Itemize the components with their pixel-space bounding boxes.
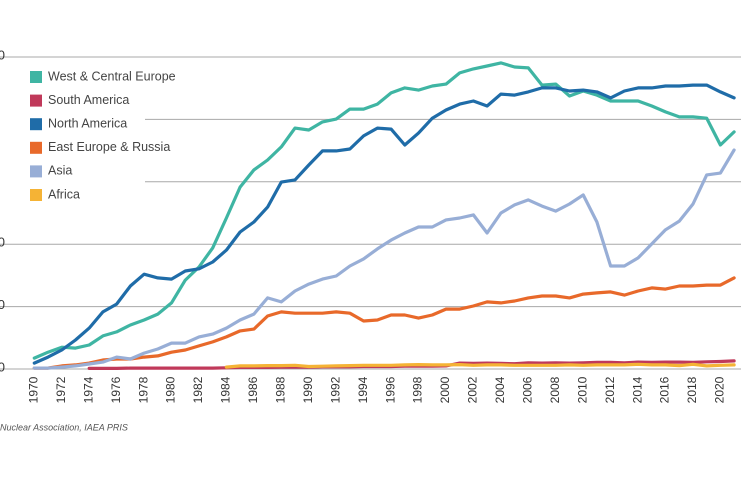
legend-swatch (30, 118, 42, 131)
x-tick-label: 2006 (520, 376, 534, 403)
x-tick-label: 1998 (411, 376, 425, 403)
x-tick-label: 1992 (328, 376, 342, 403)
legend-label: Asia (48, 164, 72, 178)
x-tick-label: 1988 (273, 376, 287, 403)
x-tick-label: 1974 (81, 376, 95, 403)
legend-swatch (30, 165, 42, 178)
x-tick-label: 1970 (26, 376, 40, 403)
x-tick-label: 2004 (493, 376, 507, 403)
series-line (32, 83, 736, 365)
legend-swatch (30, 71, 42, 83)
x-tick-label: 2000 (438, 376, 452, 403)
x-tick-label: 1986 (246, 376, 260, 403)
x-tick-label: 2014 (630, 376, 644, 403)
lines (32, 61, 736, 370)
x-tick-label: 1996 (383, 376, 397, 403)
x-tick-label: 1978 (136, 376, 150, 403)
y-tick-label: 0 (0, 359, 5, 374)
legend-swatch (30, 94, 42, 107)
x-tick-label: 2002 (466, 376, 480, 403)
x-tick-label: 2010 (575, 376, 589, 403)
x-tick-label: 1980 (164, 376, 178, 403)
y-tick-label: 400 (0, 235, 5, 250)
legend-label: West & Central Europe (48, 69, 176, 83)
legend-label: North America (48, 116, 127, 130)
legend-label: East Europe & Russia (48, 140, 170, 154)
x-tick-label: 1984 (219, 376, 233, 403)
x-tick-label: 2018 (685, 376, 699, 403)
x-tick-label: 2008 (548, 376, 562, 403)
y-tick-label: 200 (0, 297, 5, 312)
series-line (32, 148, 736, 370)
x-tick-label: 1972 (54, 376, 68, 403)
series-line (224, 362, 736, 369)
x-tick-label: 2016 (658, 376, 672, 403)
x-tick-label: 2020 (713, 376, 727, 403)
series-line (32, 61, 736, 360)
legend-swatch (30, 141, 42, 154)
legend-swatch (30, 189, 42, 201)
x-tick-label: 2012 (603, 376, 617, 403)
legend: West & Central Europe South America North … (0, 60, 176, 206)
legend-label: Africa (48, 187, 80, 201)
x-tick-label: 1994 (356, 376, 370, 403)
source: Nuclear Association, IAEA PRIS (0, 422, 128, 432)
series-line (32, 276, 736, 370)
legend-label: South America (48, 93, 129, 107)
x-tick-label: 1976 (109, 376, 123, 403)
y-tick-label: 1000 (0, 47, 5, 62)
legend-box (0, 60, 145, 206)
x-tick-label: 1982 (191, 376, 205, 403)
x-tick-label: 1990 (301, 376, 315, 403)
